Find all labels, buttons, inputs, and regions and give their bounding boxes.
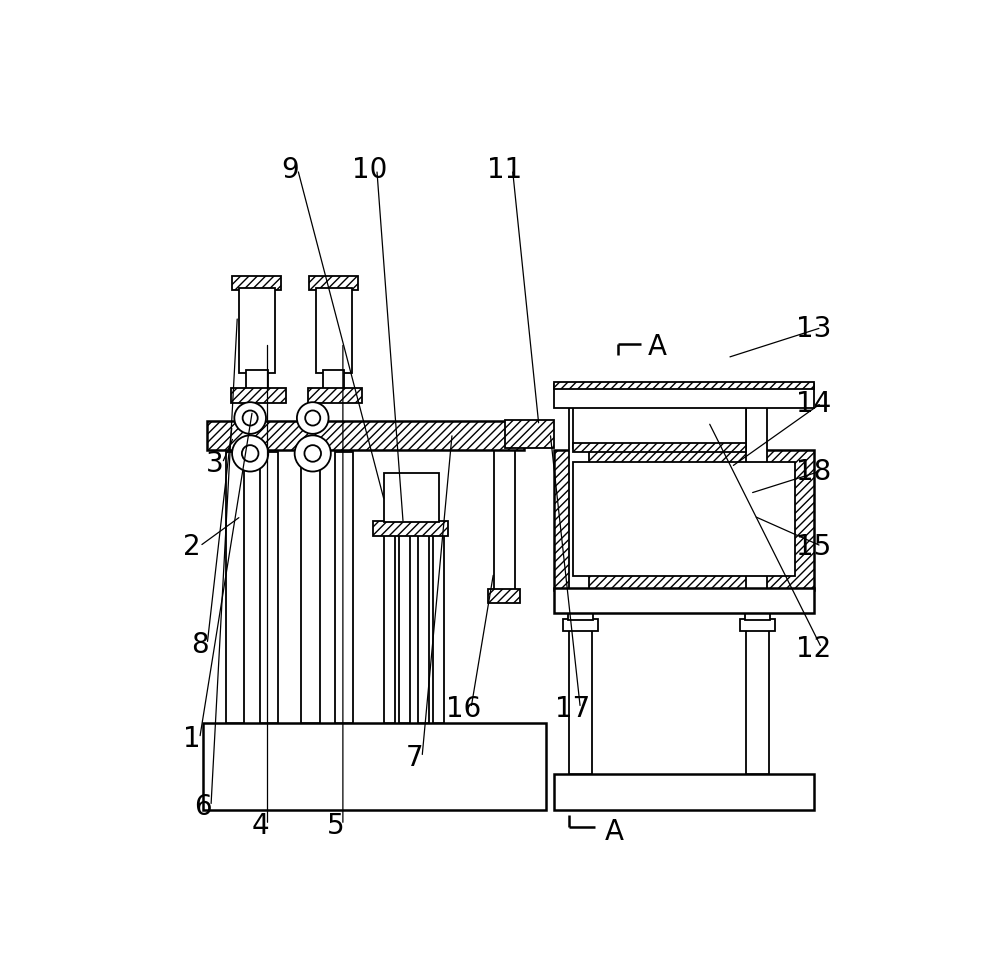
Bar bbox=[309, 277, 358, 290]
Bar bbox=[573, 463, 795, 577]
Bar bbox=[488, 436, 520, 450]
Bar bbox=[746, 387, 767, 613]
Text: 14: 14 bbox=[796, 389, 832, 418]
Circle shape bbox=[297, 403, 329, 434]
Text: 3: 3 bbox=[206, 450, 224, 478]
Bar bbox=[384, 473, 439, 522]
Bar bbox=[554, 589, 814, 613]
Bar bbox=[232, 277, 281, 290]
Text: 12: 12 bbox=[796, 635, 832, 662]
Bar bbox=[554, 451, 814, 591]
Bar bbox=[207, 422, 524, 450]
Text: 10: 10 bbox=[352, 156, 387, 184]
Text: 18: 18 bbox=[796, 458, 832, 485]
Circle shape bbox=[232, 436, 268, 472]
Bar bbox=[554, 774, 814, 810]
Bar bbox=[554, 382, 814, 390]
Bar bbox=[231, 388, 286, 404]
Bar bbox=[563, 619, 598, 631]
Text: 6: 6 bbox=[195, 792, 212, 821]
Bar bbox=[554, 384, 814, 409]
Bar bbox=[568, 611, 593, 620]
Bar bbox=[433, 535, 444, 724]
Bar bbox=[308, 388, 362, 404]
Text: 4: 4 bbox=[251, 811, 269, 839]
Bar bbox=[373, 521, 448, 537]
Text: 9: 9 bbox=[281, 156, 299, 184]
Bar bbox=[316, 289, 352, 374]
Text: 15: 15 bbox=[796, 533, 832, 560]
Bar bbox=[488, 590, 520, 603]
Circle shape bbox=[304, 446, 321, 463]
Bar bbox=[573, 443, 746, 453]
Bar bbox=[569, 627, 592, 774]
Circle shape bbox=[295, 436, 331, 472]
Bar bbox=[505, 421, 554, 449]
Text: 13: 13 bbox=[796, 314, 832, 342]
Bar bbox=[746, 627, 769, 774]
Text: 16: 16 bbox=[446, 694, 481, 723]
Text: 11: 11 bbox=[487, 156, 523, 184]
Text: 1: 1 bbox=[183, 725, 201, 753]
Circle shape bbox=[242, 446, 258, 463]
Bar bbox=[260, 453, 278, 724]
Circle shape bbox=[243, 411, 258, 426]
Bar bbox=[740, 619, 775, 631]
Bar bbox=[203, 724, 546, 810]
Bar bbox=[399, 535, 410, 724]
Text: A: A bbox=[604, 818, 623, 845]
Circle shape bbox=[305, 411, 320, 426]
Bar bbox=[573, 407, 746, 449]
Circle shape bbox=[234, 403, 266, 434]
Text: 17: 17 bbox=[555, 694, 590, 723]
Bar bbox=[335, 453, 353, 724]
Bar bbox=[239, 289, 275, 374]
Bar bbox=[418, 535, 429, 724]
Bar bbox=[745, 611, 770, 620]
Text: 5: 5 bbox=[327, 811, 344, 839]
Bar bbox=[246, 371, 268, 391]
Bar bbox=[226, 453, 244, 724]
Bar bbox=[301, 453, 320, 724]
Bar bbox=[323, 371, 344, 391]
Text: 7: 7 bbox=[406, 743, 423, 772]
Bar bbox=[384, 535, 395, 724]
Text: 8: 8 bbox=[191, 631, 208, 658]
Text: 2: 2 bbox=[183, 533, 201, 560]
Text: A: A bbox=[648, 333, 667, 361]
Bar bbox=[569, 387, 589, 613]
Bar bbox=[494, 449, 515, 596]
